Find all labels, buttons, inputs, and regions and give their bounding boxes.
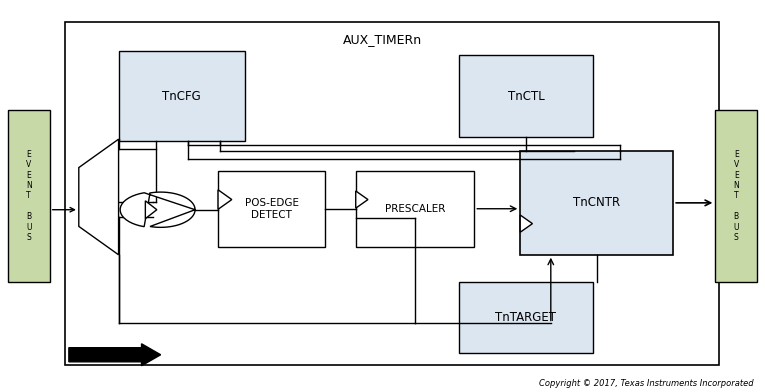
Bar: [65, 22, 719, 365]
Polygon shape: [520, 215, 532, 232]
Polygon shape: [356, 191, 368, 208]
Text: TnTARGET: TnTARGET: [496, 311, 556, 324]
Text: TnCFG: TnCFG: [162, 89, 201, 103]
Bar: [119, 51, 245, 141]
Text: TnCTL: TnCTL: [507, 89, 545, 103]
Bar: [520, 151, 673, 255]
Text: E
V
E
N
T
 
B
U
S: E V E N T B U S: [26, 150, 31, 242]
Bar: [459, 55, 593, 137]
Bar: [715, 110, 757, 282]
Text: Copyright © 2017, Texas Instruments Incorporated: Copyright © 2017, Texas Instruments Inco…: [539, 379, 754, 388]
Text: PRESCALER: PRESCALER: [385, 204, 445, 214]
Polygon shape: [69, 344, 161, 366]
Polygon shape: [120, 192, 195, 227]
Bar: [356, 171, 474, 247]
Polygon shape: [218, 190, 232, 209]
Text: TnCNTR: TnCNTR: [573, 196, 620, 209]
Bar: [8, 110, 50, 282]
Bar: [459, 282, 593, 353]
Text: POS-EDGE
DETECT: POS-EDGE DETECT: [245, 198, 298, 220]
Polygon shape: [79, 139, 119, 255]
Polygon shape: [145, 201, 157, 219]
Bar: [218, 171, 325, 247]
Text: E
V
E
N
T
 
B
U
S: E V E N T B U S: [734, 150, 739, 242]
Text: AUX_TIMERn: AUX_TIMERn: [343, 33, 422, 46]
